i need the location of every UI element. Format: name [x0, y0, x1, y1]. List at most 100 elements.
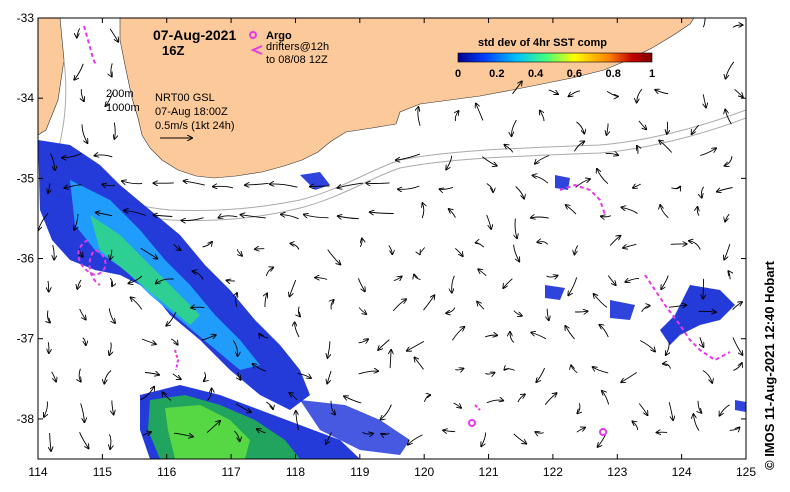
- current-arrow: [48, 342, 49, 353]
- current-arrow: [486, 183, 493, 193]
- current-arrow: [236, 249, 242, 256]
- current-arrow: [597, 169, 609, 185]
- current-arrow: [172, 373, 181, 380]
- current-arrow: [659, 141, 673, 153]
- current-arrow: [234, 430, 239, 441]
- current-arrow: [420, 247, 426, 255]
- current-arrow: [235, 403, 251, 413]
- current-arrow: [700, 337, 704, 347]
- current-arrow: [360, 239, 362, 248]
- current-arrow: [639, 340, 655, 352]
- current-arrow: [544, 393, 556, 405]
- current-arrow: [566, 205, 577, 215]
- current-arrow: [213, 186, 234, 188]
- current-arrow: [295, 322, 300, 338]
- colorbar-tick-label: 0.8: [606, 68, 621, 80]
- current-arrow: [191, 307, 205, 308]
- current-arrow: [124, 210, 146, 216]
- current-arrow: [720, 404, 730, 416]
- current-arrow: [259, 334, 269, 338]
- current-arrow: [533, 175, 549, 184]
- contour-200m: [39, 109, 746, 212]
- current-arrow: [732, 337, 743, 355]
- drifter-legend-icon: [250, 45, 263, 55]
- current-arrow: [48, 183, 50, 193]
- current-arrow: [298, 306, 300, 317]
- current-arrow: [637, 88, 643, 102]
- current-arrow: [50, 432, 51, 451]
- current-arrow: [53, 244, 54, 260]
- current-arrow: [725, 110, 732, 125]
- current-arrow: [111, 63, 112, 76]
- current-arrow: [638, 120, 646, 129]
- current-arrow: [290, 244, 300, 250]
- current-arrow: [102, 184, 115, 185]
- colorbar-title: std dev of 4hr SST comp: [478, 37, 607, 49]
- current-arrow: [128, 275, 143, 283]
- current-arrow: [414, 275, 421, 280]
- x-tick-label: 121: [479, 465, 499, 479]
- x-axis: 114 115 116 117 118 119 120 121 122 123 124 125: [28, 18, 756, 479]
- current-arrow: [666, 341, 669, 355]
- current-arrow: [79, 368, 81, 382]
- y-tick-label: -35: [17, 171, 35, 185]
- current-arrow: [122, 181, 143, 184]
- current-arrow: [726, 61, 735, 79]
- current-arrow: [48, 310, 51, 323]
- current-arrow: [698, 400, 701, 413]
- current-arrow: [77, 279, 82, 289]
- current-arrow: [393, 277, 402, 281]
- y-axis: -33 -34 -35 -36 -37 -38: [17, 11, 746, 426]
- current-arrow: [574, 311, 588, 312]
- current-arrow: [446, 307, 456, 314]
- current-arrow: [331, 400, 335, 415]
- current-arrow: [358, 371, 379, 375]
- current-arrow: [156, 278, 174, 284]
- current-arrow: [396, 153, 421, 160]
- current-arrow: [94, 155, 113, 157]
- current-arrow: [733, 363, 742, 371]
- current-arrow: [478, 269, 487, 277]
- current-arrow: [218, 216, 238, 218]
- current-arrow: [74, 63, 84, 80]
- current-arrow: [331, 300, 334, 310]
- current-arrow: [380, 404, 392, 420]
- current-arrow: [455, 369, 463, 370]
- current-arrow: [173, 432, 193, 436]
- current-arrow: [703, 278, 704, 299]
- current-arrow: [289, 393, 298, 401]
- current-arrow: [265, 267, 273, 277]
- current-arrow: [717, 187, 733, 192]
- current-arrow: [485, 373, 494, 374]
- current-arrow: [80, 403, 85, 422]
- current-arrow: [452, 275, 455, 293]
- current-arrow: [702, 370, 712, 383]
- current-arrow: [513, 310, 522, 316]
- depth-1000m: 1000m: [106, 102, 140, 114]
- current-arrow: [304, 215, 329, 218]
- current-arrow: [668, 305, 686, 307]
- current-arrow: [517, 394, 525, 403]
- current-arrow: [486, 400, 504, 404]
- current-arrow: [547, 308, 549, 321]
- current-arrow: [74, 213, 78, 230]
- current-arrow: [546, 276, 558, 277]
- current-arrow: [565, 326, 575, 340]
- current-arrow: [131, 297, 143, 310]
- current-arrow: [109, 28, 118, 42]
- current-arrow: [574, 245, 579, 255]
- current-arrow: [202, 242, 212, 248]
- product-label: NRT00 GSL: [155, 92, 215, 104]
- current-arrow: [414, 357, 424, 370]
- current-arrow: [477, 302, 485, 310]
- y-tick-label: -37: [17, 332, 35, 346]
- current-arrow: [193, 271, 204, 280]
- x-tick-label: 115: [93, 465, 112, 479]
- current-arrow: [540, 111, 545, 122]
- colorbar-tick-label: 1: [649, 68, 655, 80]
- current-arrow: [64, 185, 82, 188]
- current-arrow: [701, 186, 704, 198]
- current-arrow: [732, 302, 742, 310]
- current-arrow: [184, 181, 205, 186]
- current-arrow: [476, 104, 484, 121]
